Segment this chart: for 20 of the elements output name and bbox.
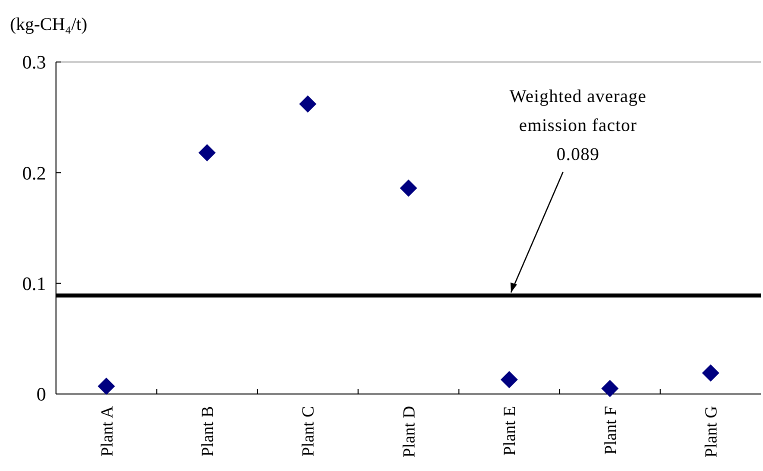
- y-tick-label: 0.1: [22, 274, 46, 295]
- y-tick-label: 0: [36, 384, 46, 406]
- x-tick-label: Plant E: [500, 406, 520, 456]
- point: [98, 378, 115, 395]
- x-tick-label: Plant A: [97, 405, 116, 457]
- ref-line-label: Weighted average emission factor 0.089: [510, 86, 646, 164]
- x-tick-label: Plant C: [298, 406, 318, 457]
- y-tick-label: 0.2: [22, 163, 46, 184]
- point: [500, 370, 518, 388]
- y-axis-title: (kg-CH₄/t): [10, 14, 88, 34]
- y-tick-label: 0.3: [22, 52, 46, 74]
- point: [601, 380, 619, 398]
- x-tick-label: Plant F: [600, 406, 620, 455]
- point: [299, 95, 316, 113]
- x-tick-label: Plant G: [702, 406, 721, 458]
- x-tick-label: Plant D: [399, 406, 418, 458]
- point: [702, 364, 720, 382]
- point: [198, 144, 216, 162]
- point: [400, 180, 418, 197]
- x-tick-label: Plant B: [198, 406, 218, 457]
